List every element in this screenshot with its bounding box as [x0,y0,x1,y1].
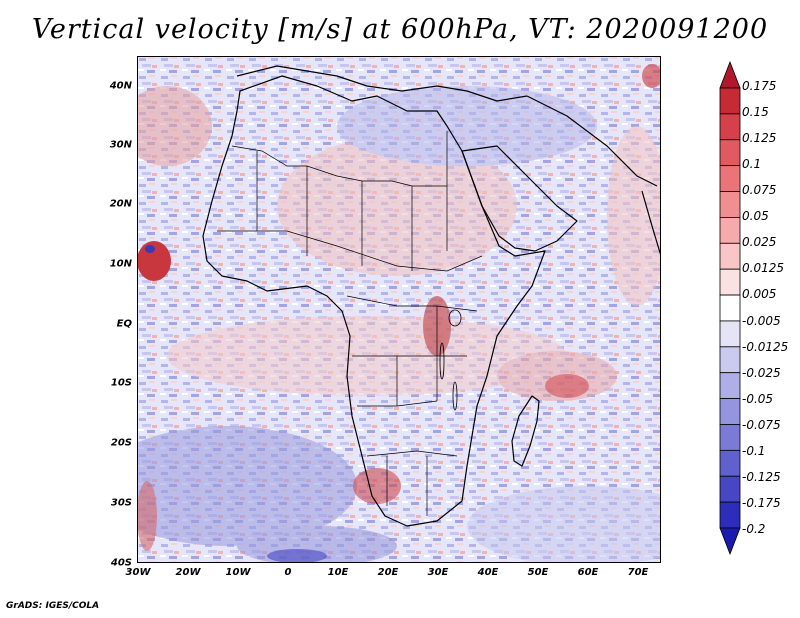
colorbar-label: -0.05 [742,392,774,406]
colorbar-label: -0.025 [742,366,781,380]
colorbar-segment [719,372,741,399]
colorbar-label: 0.075 [742,183,777,197]
colorbar-segment [719,87,741,115]
colorbar-segment [719,191,741,218]
lon-label-30e: 30E [427,567,449,578]
chart-title: Vertical velocity [m/s] at 600hPa, VT: 2… [31,14,769,45]
colorbar-label: 0.05 [742,209,769,223]
colorbar-label: -0.005 [742,314,781,328]
map-panel [137,56,661,563]
lat-label-eq: EQ [116,318,132,330]
colorbar-segment [719,424,741,451]
colorbar-segment [719,398,741,425]
lat-label-10s: 10S [110,377,132,389]
colorbar-segment [719,527,741,556]
lon-label-60e: 60E [577,567,599,578]
field-regions [137,86,661,563]
colorbar-label: -0.075 [742,418,781,432]
colorbar-label: 0.005 [742,287,777,301]
colorbar-segment [719,449,741,477]
colorbar-segment [719,113,741,141]
colorbar-label: 0.15 [742,105,769,119]
colorbar-label: -0.1 [742,444,766,458]
lat-label-30s: 30S [110,497,132,509]
colorbar [719,60,741,556]
colorbar-segment [719,60,741,89]
lat-label-10n: 10N [109,258,132,270]
lon-label-40e: 40E [477,567,499,578]
colorbar-label: 0.025 [742,235,777,249]
lon-label-30w: 30W [125,567,151,578]
footer-credit: GrADS: IGES/COLA [6,601,100,611]
lon-label-70e: 70E [627,567,649,578]
lon-label-0: 0 [284,567,292,578]
lat-label-30n: 30N [109,139,132,151]
colorbar-label: -0.0125 [742,340,789,354]
vertical-velocity-map [137,56,661,563]
lakes [439,309,462,411]
colorbar-label: 0.0125 [742,261,784,275]
lon-label-20e: 20E [377,567,399,578]
colorbar-segment [719,475,741,503]
lat-label-40n: 40N [109,80,132,92]
colorbar-label: 0.175 [742,79,777,93]
colorbar-label: 0.125 [742,131,777,145]
colorbar-label: -0.125 [742,470,781,484]
colorbar-segment [719,268,741,296]
colorbar-label: -0.2 [742,522,766,536]
colorbar-segment [719,320,741,348]
colorbar-segment [719,217,741,244]
colorbar-segment [719,165,741,192]
lon-label-50e: 50E [527,567,549,578]
colorbar-segment [719,501,741,529]
colorbar-label: 0.1 [742,157,762,171]
country-borders [217,131,483,516]
lat-label-20n: 20N [109,198,132,210]
colorbar-segment [719,139,741,167]
colorbar-segment [719,346,741,374]
colorbar-label: -0.175 [742,496,781,510]
lon-label-10e: 10E [327,567,349,578]
lon-label-20w: 20W [175,567,201,578]
lon-label-10w: 10W [225,567,251,578]
lat-label-20s: 20S [110,437,132,449]
lat-label-40s: 40S [110,557,132,569]
coastlines [202,65,661,527]
colorbar-segment [719,242,741,270]
colorbar-segments [719,60,741,556]
colorbar-segment [719,294,741,322]
